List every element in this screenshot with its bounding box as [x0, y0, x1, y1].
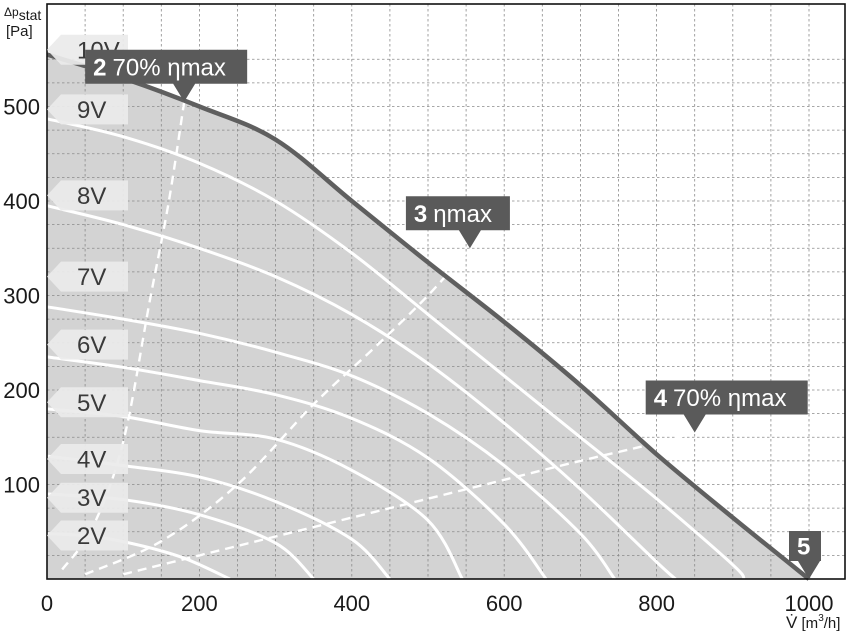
voltage-tag: 6V [47, 329, 128, 360]
voltage-tag: 9V [47, 94, 128, 125]
speed-curve [46, 117, 746, 580]
voltage-tag-label: 2V [77, 523, 106, 550]
callout-label: 5 [797, 534, 810, 561]
y-tick-label: 100 [3, 473, 40, 498]
voltage-tag-shape [47, 180, 128, 211]
callout-text: 70% ηmax [673, 385, 786, 412]
callout-4: 4 70% ηmax [645, 380, 808, 433]
y-tick-label: 200 [3, 378, 40, 403]
voltage-tag: 2V [47, 520, 128, 551]
voltage-tag-shape [47, 443, 128, 474]
callout-box [645, 380, 808, 433]
callout-number: 2 [93, 54, 106, 81]
callout-box [405, 196, 510, 249]
y-tick-label: 300 [3, 284, 40, 309]
x-tick-label: 800 [638, 591, 675, 616]
voltage-tag-shape [47, 261, 128, 292]
y-axis-title-unit: [Pa] [6, 23, 33, 40]
voltage-tag-shape [47, 94, 128, 125]
x-tick-label: 1000 [785, 591, 834, 616]
x-tick-label: 600 [486, 591, 523, 616]
voltage-tag: 4V [47, 443, 128, 474]
callout-3: 3 ηmax [405, 196, 510, 249]
voltage-tag-label: 3V [77, 485, 106, 512]
voltage-tag-shape [47, 329, 128, 360]
callout-text: ηmax [433, 201, 492, 228]
callout-5: 5 [789, 531, 821, 579]
voltage-tag-label: 8V [77, 183, 106, 210]
voltage-tag-label: 4V [77, 446, 106, 473]
voltage-tag-label: 5V [77, 390, 106, 417]
x-tick-label: 0 [41, 591, 53, 616]
callout-box [85, 49, 248, 102]
voltage-tag: 5V [47, 387, 128, 418]
callout-text: 70% ηmax [113, 54, 226, 81]
voltage-tag: 3V [47, 482, 128, 513]
x-tick-label: 200 [181, 591, 218, 616]
voltage-tag: 7V [47, 261, 128, 292]
callout-label: 4 70% ηmax [654, 385, 787, 412]
voltage-tag-shape [47, 387, 128, 418]
grid-lines [47, 4, 845, 579]
callout-number: 3 [414, 201, 427, 228]
voltage-tag-shape [47, 520, 128, 551]
x-tick-label: 400 [333, 591, 370, 616]
callout-2: 2 70% ηmax [85, 49, 248, 102]
callout-number: 5 [797, 534, 810, 561]
speed-curve [46, 204, 677, 581]
voltage-tag-label: 6V [77, 332, 106, 359]
plot-frame [46, 3, 846, 580]
y-axis-title-symbol: Δpstat [4, 5, 41, 23]
x-axis-title: V̇ [m3/h] [786, 613, 840, 632]
speed-curve [46, 305, 616, 580]
callout-label: 2 70% ηmax [93, 54, 226, 81]
voltage-tag-shape [47, 482, 128, 513]
y-tick-label: 400 [3, 189, 40, 214]
voltage-tag-label: 9V [77, 97, 106, 124]
callout-number: 4 [654, 385, 668, 412]
callout-label: 3 ηmax [414, 201, 492, 228]
voltage-tag: 8V [47, 180, 128, 211]
y-tick-label: 500 [3, 95, 40, 120]
callout-box [789, 531, 821, 579]
voltage-tag-label: 7V [77, 264, 106, 291]
efficiency-line [84, 247, 471, 576]
efficiency-line [122, 431, 696, 576]
speed-curve [46, 355, 548, 580]
